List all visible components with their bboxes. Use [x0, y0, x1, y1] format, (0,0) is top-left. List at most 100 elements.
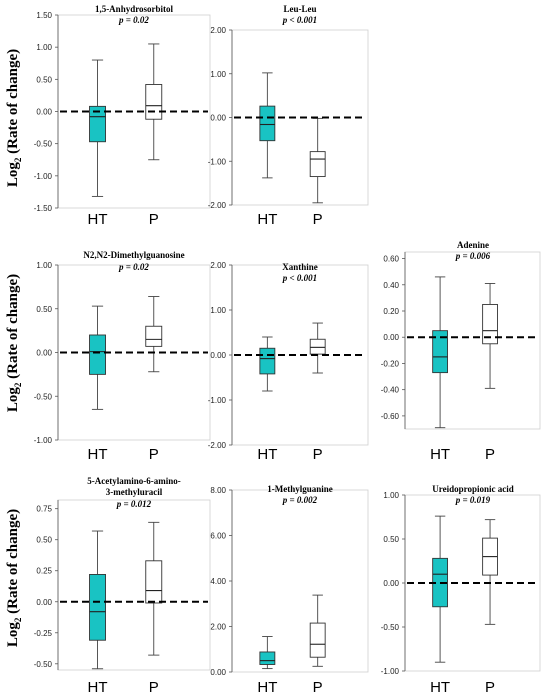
category-label: HT: [257, 679, 277, 696]
p-value: p = 0.006: [455, 251, 491, 261]
y-tick-label: 0.00: [36, 349, 52, 358]
box-ht: [259, 336, 276, 392]
y-tick-label: 2.00: [210, 261, 226, 270]
y-tick-label: -0.25: [34, 629, 53, 638]
box-ht: [259, 72, 276, 179]
y-axis-label-row-1: Log2 (Rate of change): [5, 49, 23, 187]
y-tick-label: 1.00: [36, 261, 52, 270]
box-iqr: [145, 84, 163, 120]
panel: -0.50 -0.25 0.00 0.25 0.50 0.75 5-Acetylamino-…: [34, 476, 211, 696]
panel-title: 5-Acetylamino-6-amino-3-methyluracil: [87, 476, 180, 497]
box-ht: [89, 305, 106, 410]
y-tick-label: -2.00: [208, 441, 227, 450]
y-tick-label: -1.00: [381, 667, 400, 676]
box-iqr: [259, 105, 276, 142]
panel: -1.00 -0.50 0.00 0.50 1.00 Ureidopropionic ac…: [381, 484, 541, 696]
y-tick-label: 0.50: [36, 305, 52, 314]
y-tick-label: 0.00: [210, 351, 226, 360]
category-label: P: [485, 679, 495, 696]
category-label: P: [149, 446, 159, 463]
y-tick-label: 4.00: [210, 577, 226, 586]
y-tick-label: 1.00: [210, 70, 226, 79]
y-tick-label: -0.40: [381, 386, 400, 395]
box-ht: [89, 530, 106, 670]
box-iqr: [309, 151, 326, 178]
y-tick-label: 0.50: [383, 535, 399, 544]
y-tick-label: -1.50: [34, 204, 53, 213]
y-tick-label: 0.00: [36, 598, 52, 607]
category-label: HT: [88, 211, 108, 228]
y-tick-label: 8.00: [210, 486, 226, 495]
y-tick-label: 0.25: [36, 567, 52, 576]
y-tick-label: 1.50: [36, 11, 52, 20]
box-iqr: [145, 560, 163, 604]
p-value: p = 0.019: [455, 495, 491, 505]
y-tick-label: -2.00: [208, 201, 227, 210]
plot-frame: [404, 251, 541, 430]
y-tick-label: -0.20: [381, 359, 400, 368]
box-ht: [432, 515, 448, 663]
panel-title: Adenine: [457, 240, 489, 250]
box-iqr: [259, 347, 276, 375]
y-axis-label-row-3: Log2 (Rate of change): [5, 509, 23, 647]
panel-title: Xanthine: [282, 262, 318, 272]
p-value: p = 0.002: [282, 495, 318, 505]
category-label: HT: [88, 446, 108, 463]
y-tick-label: 0.60: [383, 255, 399, 264]
box-p: [145, 296, 163, 373]
box-iqr: [482, 303, 498, 345]
y-tick-label: 0.50: [36, 75, 52, 84]
y-tick-label: -1.00: [208, 396, 227, 405]
box-p: [482, 283, 498, 389]
y-tick-label: 0.20: [383, 307, 399, 316]
y-axis-label: Log2 (Rate of change): [5, 49, 23, 187]
panel: -0.60 -0.40 -0.20 0.00 0.20 0.40 0.60 Adeninep …: [381, 240, 541, 463]
y-tick-label: 1.00: [210, 306, 226, 315]
y-tick-label: 0.40: [383, 281, 399, 290]
category-label: P: [485, 446, 495, 463]
box-iqr: [259, 651, 276, 665]
box-ht: [89, 59, 106, 197]
category-label: HT: [430, 446, 450, 463]
box-p: [482, 519, 498, 625]
box-iqr: [89, 574, 106, 641]
category-label: HT: [88, 679, 108, 696]
y-tick-label: 0.00: [383, 333, 399, 342]
y-tick-label: 1.00: [36, 43, 52, 52]
box-p: [309, 117, 326, 204]
category-label: HT: [257, 446, 277, 463]
y-tick-label: 2.00: [210, 623, 226, 632]
panel-title: Leu-Leu: [283, 4, 316, 14]
y-tick-label: -1.00: [34, 436, 53, 445]
box-ht: [259, 636, 276, 670]
y-tick-label: 1.00: [383, 491, 399, 500]
y-tick-label: 0.75: [36, 505, 52, 514]
category-label: HT: [257, 211, 277, 228]
p-value: p = 0.02: [118, 15, 149, 25]
y-tick-label: -0.60: [381, 412, 400, 421]
category-label: HT: [430, 679, 450, 696]
y-axis-label: Log2 (Rate of change): [5, 274, 23, 412]
box-iqr: [309, 622, 326, 658]
box-p: [145, 43, 163, 161]
y-tick-label: -0.50: [381, 623, 400, 632]
y-tick-label: 2.00: [210, 26, 226, 35]
panel-title: 1-Methylguanine: [267, 484, 333, 494]
category-label: P: [149, 679, 159, 696]
y-tick-label: 0.00: [210, 668, 226, 677]
plot-frame: [57, 499, 211, 671]
panel-title: N2,N2-Dimethylguanosine: [83, 250, 184, 260]
y-tick-label: 0.00: [383, 579, 399, 588]
y-tick-label: -0.50: [34, 660, 53, 669]
y-tick-label: 0.00: [36, 108, 52, 117]
box-iqr: [89, 105, 106, 143]
box-p: [309, 594, 326, 667]
category-label: P: [149, 211, 159, 228]
category-label: P: [313, 446, 323, 463]
box-iqr: [432, 330, 448, 374]
panels: -1.50 -1.00 -0.50 0.00 0.50 1.00 1.50 1,5-Anhyd…: [34, 4, 541, 696]
